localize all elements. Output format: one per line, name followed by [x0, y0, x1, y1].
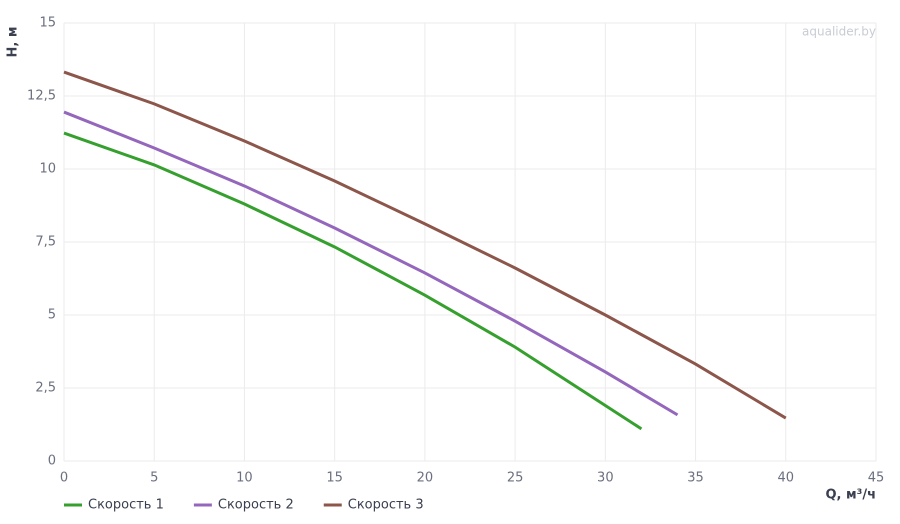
x-tick-label: 20 [417, 471, 434, 486]
x-tick-label: 35 [687, 471, 704, 486]
y-axis-title: H, м [6, 27, 21, 58]
legend-label: Скорость 2 [218, 498, 294, 513]
y-tick-label: 12,5 [27, 89, 56, 104]
line [63, 110, 679, 417]
x-tick-label: 15 [326, 471, 343, 486]
y-tick-label: 10 [39, 162, 56, 177]
y-tick-label: 15 [39, 16, 56, 31]
legend-label: Скорость 1 [88, 498, 164, 513]
y-tick-label: 7,5 [35, 235, 56, 250]
watermark: aqualider.by [802, 25, 876, 39]
x-tick-label: 25 [507, 471, 524, 486]
y-tick-label: 5 [48, 308, 56, 323]
x-tick-label: 40 [778, 471, 795, 486]
x-tick-label: 0 [60, 471, 68, 486]
x-tick-label: 5 [150, 471, 158, 486]
line [63, 70, 787, 420]
y-tick-label: 2,5 [35, 381, 56, 396]
line [63, 131, 643, 431]
legend-label: Скорость 3 [348, 498, 424, 513]
x-tick-label: 30 [597, 471, 614, 486]
x-axis-title: Q, м³/ч [825, 488, 876, 503]
y-tick-label: 0 [48, 454, 56, 469]
x-tick-label: 45 [868, 471, 885, 486]
x-tick-label: 10 [236, 471, 253, 486]
